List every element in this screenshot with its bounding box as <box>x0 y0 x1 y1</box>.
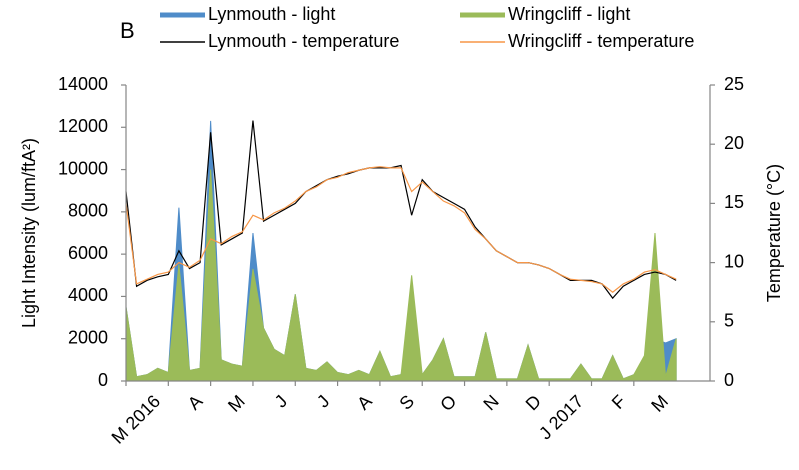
legend-label: Lynmouth - temperature <box>208 31 399 51</box>
legend-label: Wringcliff - temperature <box>508 31 694 51</box>
x-tick-label: F <box>608 391 630 413</box>
y2-tick-label: 20 <box>724 133 744 153</box>
x-tick-label: M <box>224 391 249 416</box>
y-axis-title: Light Intensity (lum/ftA²) <box>19 138 39 328</box>
y2-tick-label: 0 <box>724 370 734 390</box>
x-tick-label: N <box>479 391 502 414</box>
y-tick-label: 12000 <box>58 116 108 136</box>
light-area <box>125 169 677 382</box>
y-tick-label: 4000 <box>68 285 108 305</box>
x-tick-label: A <box>184 391 207 414</box>
y-tick-label: 2000 <box>68 327 108 347</box>
x-tick-label: A <box>353 391 376 414</box>
legend-label: Wringcliff - light <box>508 4 630 24</box>
panel-label: B <box>120 18 135 43</box>
x-tick-label: S <box>395 391 418 414</box>
y-tick-label: 6000 <box>68 243 108 263</box>
legend-label: Lynmouth - light <box>208 4 335 24</box>
x-tick-label: M 2016 <box>108 391 165 448</box>
x-tick-label: J <box>271 391 292 412</box>
y-tick-label: 0 <box>98 370 108 390</box>
y-tick-label: 8000 <box>68 201 108 221</box>
x-tick-label: O <box>436 391 460 415</box>
x-tick-label: M <box>647 391 672 416</box>
y2-tick-label: 5 <box>724 311 734 331</box>
x-tick-label: J <box>313 391 334 412</box>
x-tick-label: D <box>522 391 545 414</box>
y2-tick-label: 10 <box>724 251 744 271</box>
y2-tick-label: 25 <box>724 74 744 94</box>
x-tick-label: J 2017 <box>535 391 587 443</box>
y2-tick-label: 15 <box>724 192 744 212</box>
temperature-line <box>125 166 677 293</box>
y-tick-label: 14000 <box>58 74 108 94</box>
y-tick-label: 10000 <box>58 158 108 178</box>
y2-axis-title: Temperature (°C) <box>764 164 784 302</box>
